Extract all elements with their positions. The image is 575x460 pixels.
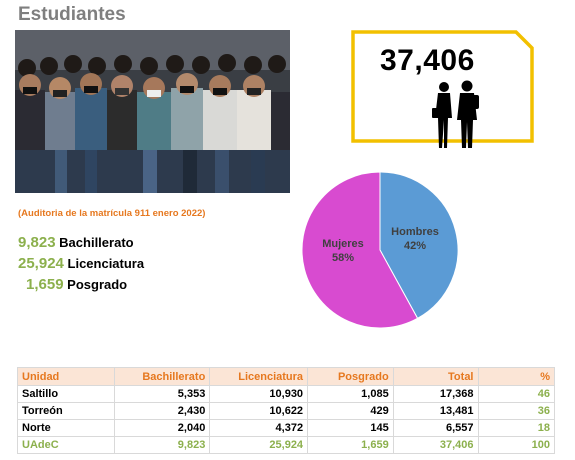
cell-total: 6,557 [392,419,479,437]
stat-posgrado: 1,659 Posgrado [18,274,144,295]
cell-posgrado: 1,659 [307,436,394,454]
col-posgrado: Posgrado [307,367,394,386]
pie-label-mujeres: Mujeres 58% [313,237,373,265]
stat-label: Licenciatura [67,256,145,271]
table-row: Torreón 2,430 10,622 429 13,481 36 [17,402,555,420]
stat-value: 25,924 [18,255,64,272]
cell-percent: 100 [477,436,555,454]
cell-posgrado: 1,085 [307,385,394,403]
people-silhouette-icon [427,78,487,155]
page-title: Estudiantes [18,4,126,25]
cell-total: 17,368 [392,385,479,403]
table-total-row: UAdeC 9,823 25,924 1,659 37,406 100 [17,436,555,454]
col-bachillerato: Bachillerato [113,367,211,386]
cell-bachillerato: 2,040 [113,419,211,437]
col-percent: % [477,367,555,386]
col-licenciatura: Licenciatura [209,367,309,386]
cell-posgrado: 145 [307,419,394,437]
cell-licenciatura: 10,930 [209,385,309,403]
stat-bachillerato: 9,823 Bachillerato [18,232,144,253]
cell-total: 37,406 [392,436,479,454]
enrollment-table: Unidad Bachillerato Licenciatura Posgrad… [17,367,555,454]
gender-pie-chart [301,171,459,329]
cell-unidad: Norte [17,419,115,437]
stat-licenciatura: 25,924 Licenciatura [18,253,144,274]
total-students-number: 37,406 [380,44,475,77]
cell-percent: 36 [477,402,555,420]
col-total: Total [392,367,479,386]
stat-value: 1,659 [26,276,64,293]
pie-label-hombres: Hombres 42% [385,225,445,253]
cell-licenciatura: 4,372 [209,419,309,437]
level-stats: 9,823 Bachillerato 25,924 Licenciatura 1… [18,232,144,295]
slice-name: Mujeres [322,238,364,250]
audit-note: (Auditoria de la matrícula 911 enero 202… [18,208,206,219]
cell-unidad: UAdeC [17,436,115,454]
cell-percent: 18 [477,419,555,437]
pie-slice-mujeres [301,171,419,329]
cell-posgrado: 429 [307,402,394,420]
cell-licenciatura: 25,924 [209,436,309,454]
cell-bachillerato: 2,430 [113,402,211,420]
slice-pct: 42% [403,240,427,252]
stat-label: Posgrado [67,277,128,292]
total-highlight-frame [351,30,534,143]
cell-bachillerato: 9,823 [113,436,211,454]
cell-unidad: Saltillo [17,385,115,403]
cell-unidad: Torreón [17,402,115,420]
cell-licenciatura: 10,622 [209,402,309,420]
cell-total: 13,481 [392,402,479,420]
table-row: Norte 2,040 4,372 145 6,557 18 [17,419,555,437]
table-header-row: Unidad Bachillerato Licenciatura Posgrad… [17,367,555,386]
stat-value: 9,823 [18,234,56,251]
students-photo [15,30,290,193]
cell-percent: 46 [477,385,555,403]
table-row: Saltillo 5,353 10,930 1,085 17,368 46 [17,385,555,403]
col-unidad: Unidad [17,367,115,386]
slice-name: Hombres [391,226,439,238]
stat-label: Bachillerato [59,235,134,250]
pie-slice-hombres [379,171,459,320]
cell-bachillerato: 5,353 [113,385,211,403]
slice-pct: 58% [331,252,355,264]
